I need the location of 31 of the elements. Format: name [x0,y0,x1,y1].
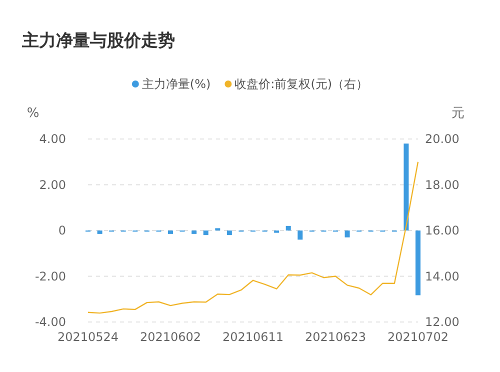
bar [344,230,350,238]
y-tick-label: -4.00 [34,315,66,329]
legend-label: 主力净量(%) [142,77,211,91]
y2-tick-label: 20.00 [425,132,460,146]
y-axis-title: % [26,106,40,121]
y-tick-label: 2.00 [39,178,66,192]
bar [298,230,303,240]
y-tick-label: 4.00 [39,132,66,146]
x-tick-label: 20210524 [57,330,119,344]
x-tick-label: 20210611 [222,330,284,344]
y2-tick-label: 12.00 [425,315,460,329]
y2-tick-label: 16.00 [425,224,460,238]
x-tick-label: 20210602 [140,330,202,344]
bar [192,230,197,234]
y2-axis-title: 元 [452,106,464,121]
y2-tick-label: 14.00 [425,269,460,284]
y2-tick-label: 18.00 [425,178,460,192]
bar [168,230,173,234]
y-tick-label: 0 [58,224,66,238]
legend-label: 收盘价:前复权(元)（右） [234,77,368,91]
chart-title: 主力净量与股价走势 [21,31,175,51]
x-tick-label: 20210702 [387,330,449,344]
bar [203,230,208,236]
bar [404,144,409,230]
y-tick-label: -2.00 [34,269,66,284]
bar [97,230,102,234]
line-series [87,161,419,314]
bar [416,230,420,296]
bar [226,230,232,236]
bar [286,226,291,230]
x-tick-label: 20210623 [304,330,366,344]
